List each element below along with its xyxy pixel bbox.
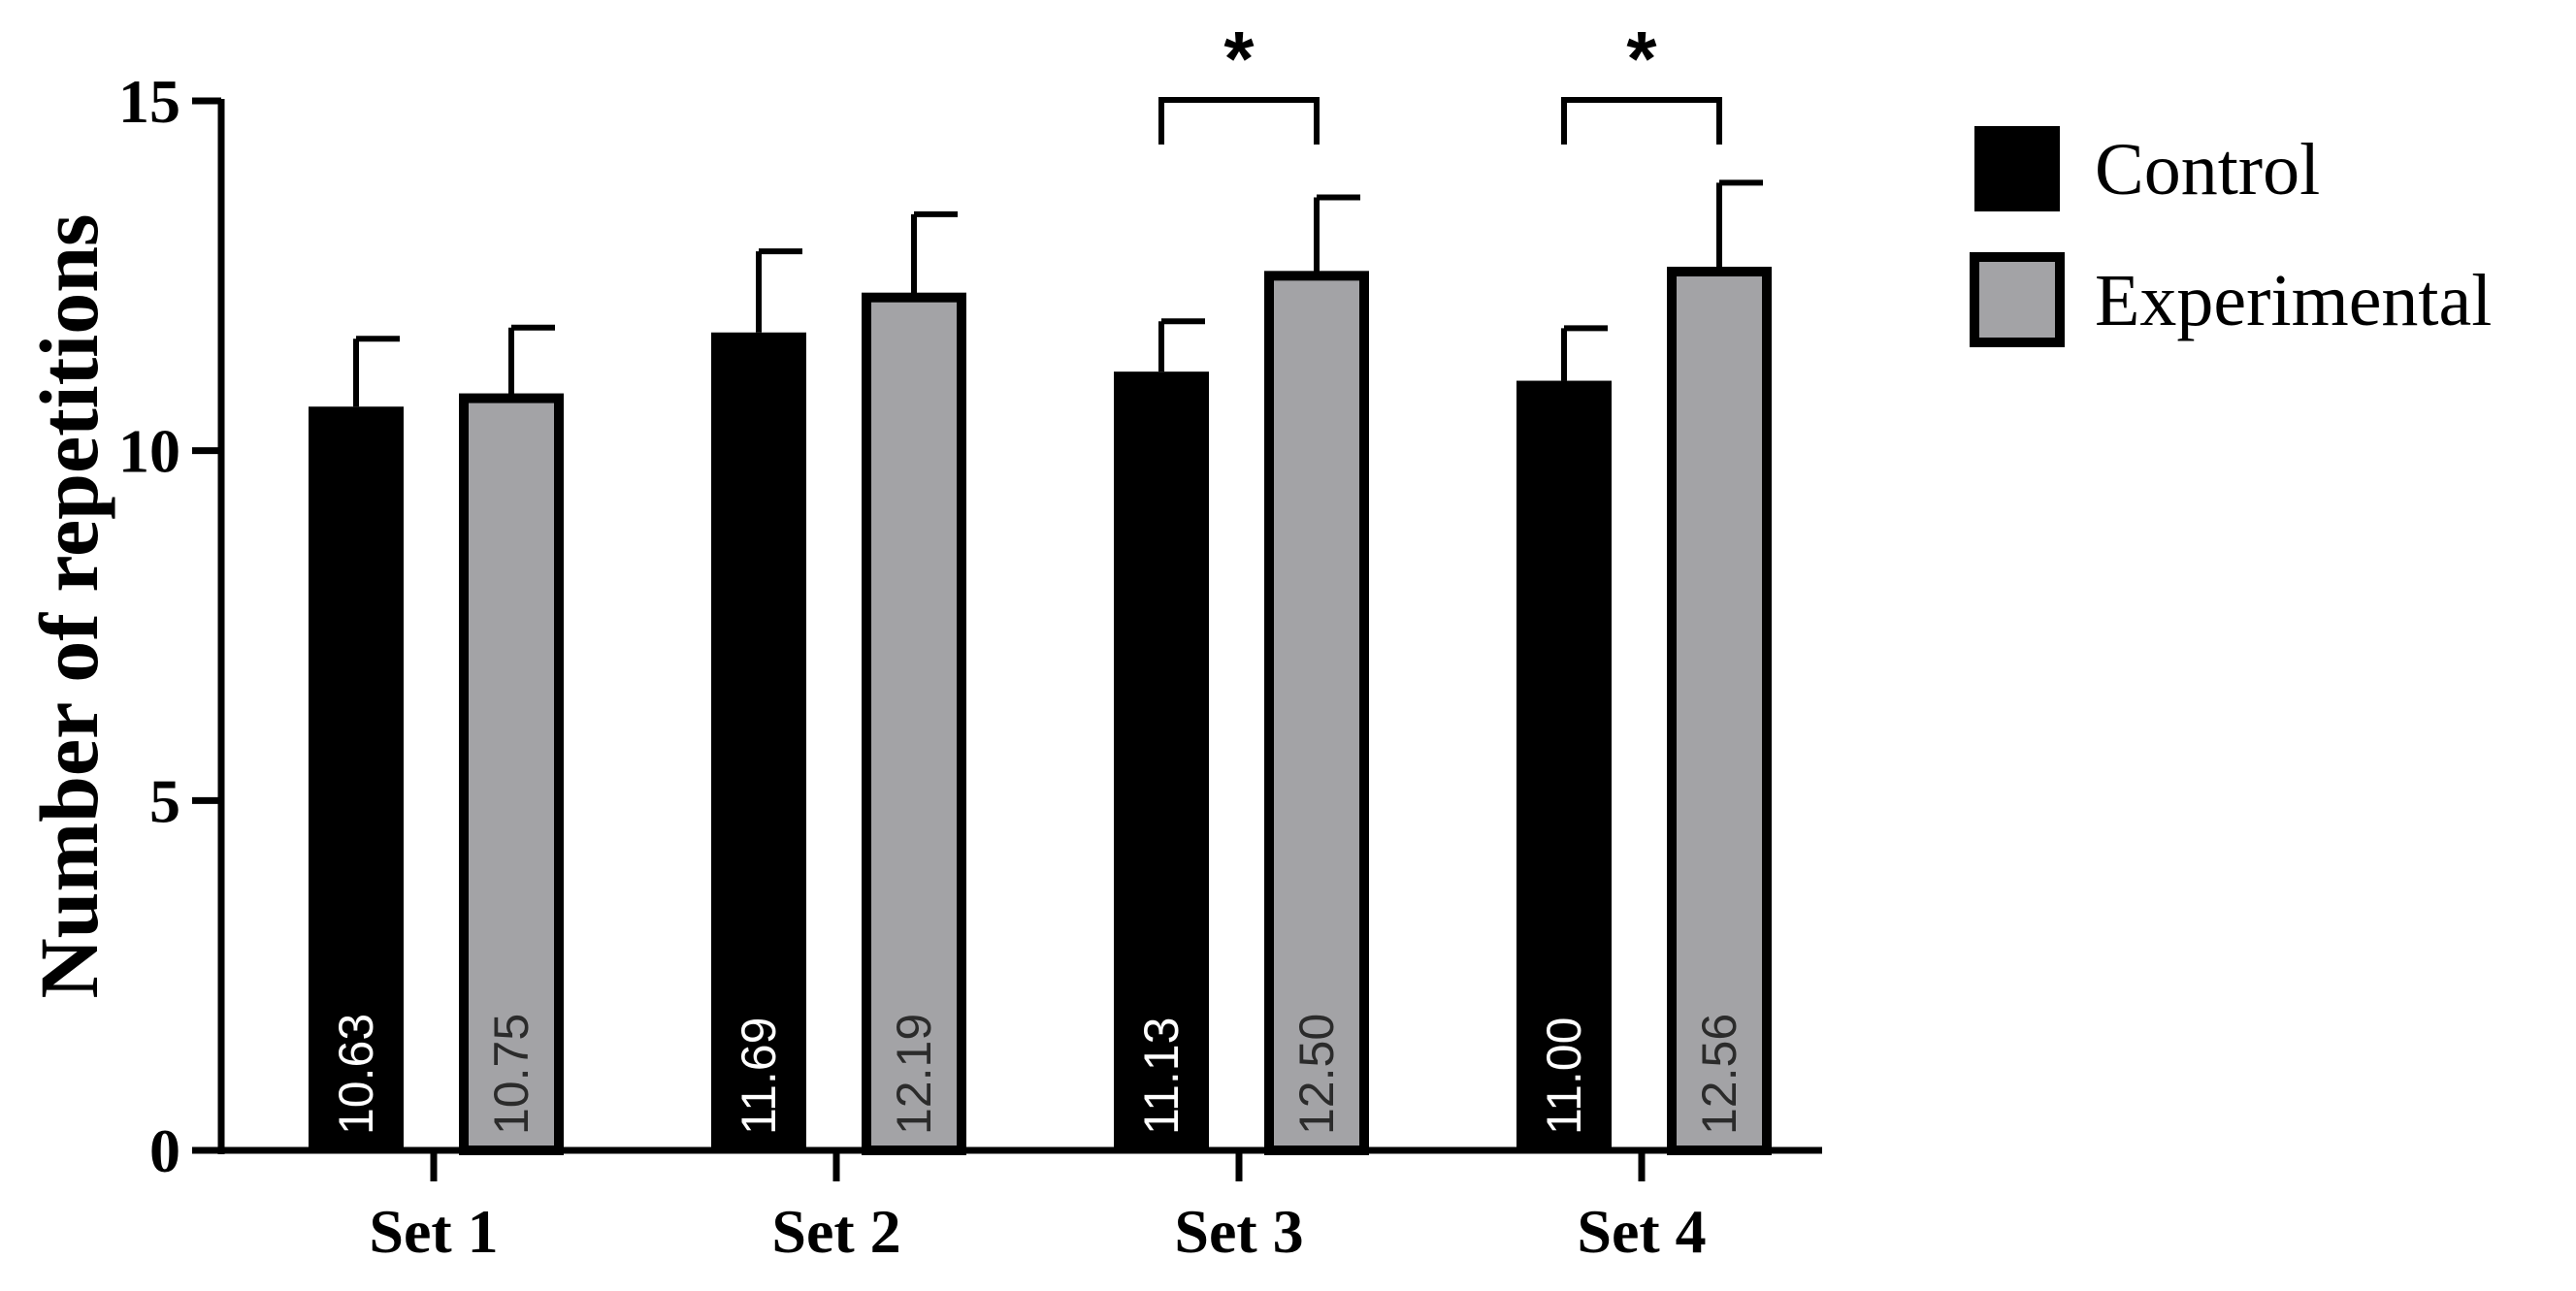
category-label-1: Set 1: [369, 1197, 498, 1266]
y-axis-title: Number of repetitions: [22, 214, 115, 999]
data-label-experimental-3: 12.50: [1289, 1014, 1344, 1135]
category-label-4: Set 4: [1577, 1197, 1706, 1266]
bar-experimental-4: [1667, 267, 1772, 1156]
legend-label-control: Control: [2095, 129, 2320, 210]
data-label-control-4: 11.00: [1537, 1017, 1591, 1135]
data-label-control-1: 10.63: [329, 1014, 383, 1135]
plot-area: 0 5 10 15 Set 1 10.63 10.75 Set 2 11.69 12.19 Set …: [118, 16, 1822, 1266]
y-axis-title-group: Number of repetitions: [22, 214, 115, 999]
bar-control-3: [1114, 371, 1209, 1150]
y-tick-label-0: 0: [149, 1116, 180, 1185]
legend-swatch-experimental: [1970, 252, 2065, 347]
significance-bracket-4: [1561, 97, 1722, 145]
data-label-experimental-1: 10.75: [484, 1014, 538, 1135]
data-label-experimental-2: 12.19: [887, 1014, 941, 1135]
bar-experimental-2: [862, 292, 966, 1156]
data-label-experimental-4: 12.56: [1692, 1014, 1746, 1135]
legend: Control Experimental: [1970, 126, 2492, 347]
legend-swatch-control: [1974, 126, 2060, 211]
y-tick-label-15: 15: [118, 67, 180, 136]
bar-experimental-1: [459, 393, 564, 1156]
y-tick-label-5: 5: [149, 766, 180, 835]
bar-control-2: [711, 332, 806, 1150]
significance-star-4: *: [1626, 16, 1657, 102]
significance-star-3: *: [1223, 16, 1255, 102]
y-tick-label-10: 10: [118, 417, 180, 486]
category-label-2: Set 2: [771, 1197, 900, 1266]
category-label-3: Set 3: [1174, 1197, 1303, 1266]
bar-control-4: [1516, 380, 1612, 1150]
legend-label-experimental: Experimental: [2095, 260, 2492, 341]
significance-bracket-3: [1158, 97, 1320, 145]
data-label-control-3: 11.13: [1134, 1017, 1189, 1135]
data-label-control-2: 11.69: [732, 1017, 786, 1135]
bar-control-1: [309, 406, 404, 1150]
bar-experimental-3: [1264, 271, 1369, 1156]
